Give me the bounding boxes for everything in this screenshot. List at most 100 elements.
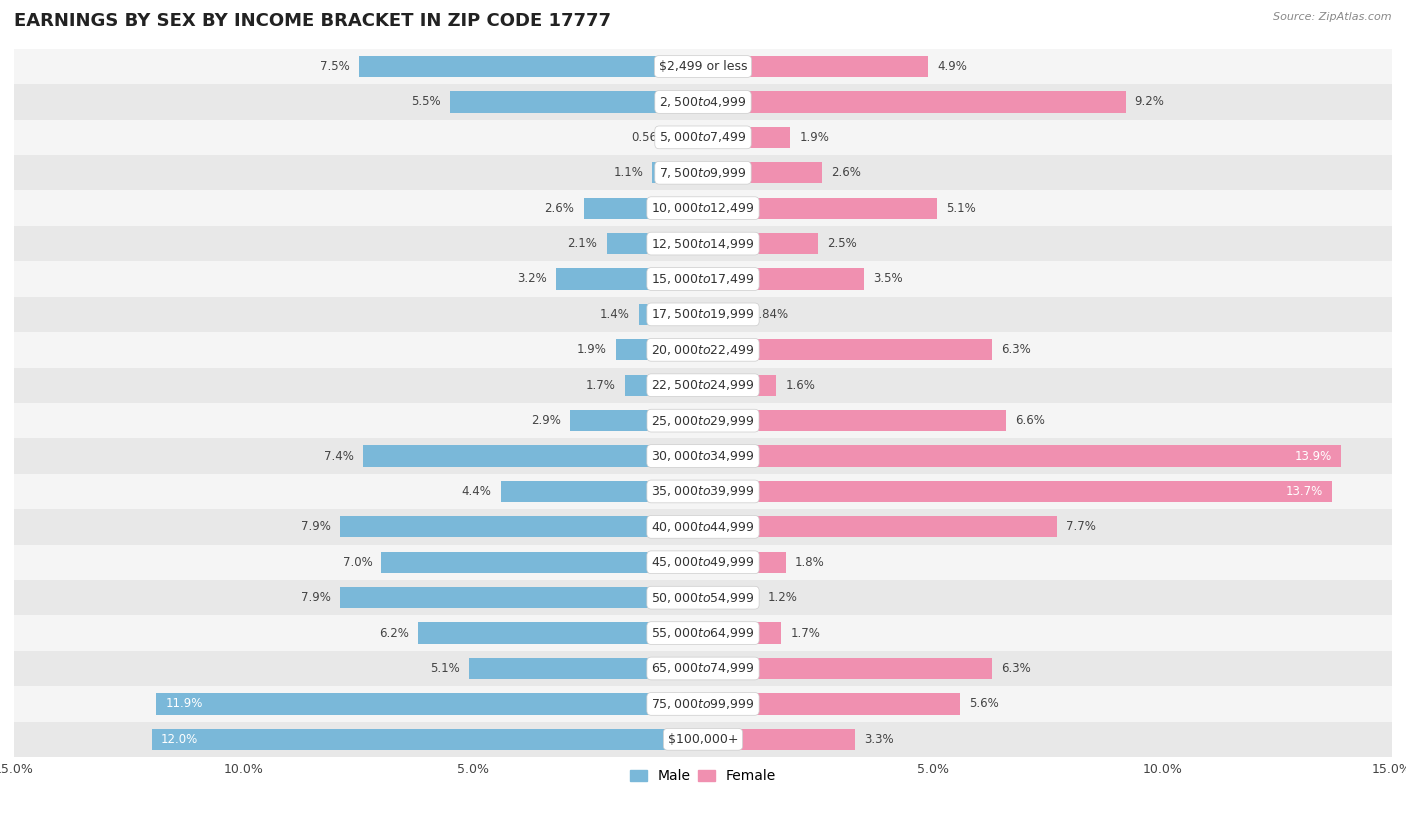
Bar — [703, 410, 1007, 431]
Text: 1.6%: 1.6% — [786, 379, 815, 392]
Text: 3.5%: 3.5% — [873, 273, 903, 286]
Bar — [14, 190, 1392, 225]
Bar — [14, 261, 1392, 296]
Text: $25,000 to $29,999: $25,000 to $29,999 — [651, 414, 755, 427]
Text: 13.7%: 13.7% — [1286, 485, 1323, 498]
Bar — [703, 552, 786, 573]
Text: $65,000 to $74,999: $65,000 to $74,999 — [651, 662, 755, 676]
Bar — [703, 198, 938, 219]
Text: 6.6%: 6.6% — [1015, 414, 1045, 427]
Text: $12,500 to $14,999: $12,500 to $14,999 — [651, 237, 755, 251]
Text: 7.7%: 7.7% — [1066, 520, 1095, 533]
Text: $30,000 to $34,999: $30,000 to $34,999 — [651, 449, 755, 463]
Bar — [652, 162, 703, 183]
Bar — [703, 623, 782, 644]
Text: $100,000+: $100,000+ — [668, 733, 738, 746]
Text: 1.8%: 1.8% — [794, 556, 824, 569]
Text: 1.9%: 1.9% — [576, 344, 606, 357]
Text: 7.5%: 7.5% — [319, 60, 349, 73]
Text: 5.1%: 5.1% — [946, 202, 976, 215]
Bar — [703, 587, 758, 608]
Bar — [606, 233, 703, 254]
Bar — [703, 729, 855, 750]
Text: 0.84%: 0.84% — [751, 308, 787, 321]
Text: 2.5%: 2.5% — [827, 237, 856, 250]
Bar — [703, 339, 993, 361]
Bar — [501, 481, 703, 502]
Text: 1.1%: 1.1% — [613, 166, 644, 179]
Bar — [703, 162, 823, 183]
Bar — [14, 686, 1392, 721]
Text: 7.4%: 7.4% — [323, 449, 354, 462]
Bar — [14, 615, 1392, 650]
Bar — [363, 445, 703, 466]
Legend: Male, Female: Male, Female — [624, 764, 782, 789]
Text: EARNINGS BY SEX BY INCOME BRACKET IN ZIP CODE 17777: EARNINGS BY SEX BY INCOME BRACKET IN ZIP… — [14, 12, 612, 30]
Bar — [14, 84, 1392, 120]
Bar — [624, 374, 703, 396]
Bar — [616, 339, 703, 361]
Text: 1.7%: 1.7% — [586, 379, 616, 392]
Text: $45,000 to $49,999: $45,000 to $49,999 — [651, 555, 755, 569]
Text: 1.4%: 1.4% — [599, 308, 630, 321]
Bar — [14, 225, 1392, 261]
Bar — [703, 233, 818, 254]
Bar — [152, 729, 703, 750]
Text: 1.7%: 1.7% — [790, 627, 820, 640]
Bar — [703, 91, 1126, 112]
Text: $2,499 or less: $2,499 or less — [659, 60, 747, 73]
Text: $35,000 to $39,999: $35,000 to $39,999 — [651, 484, 755, 498]
Text: 7.9%: 7.9% — [301, 520, 330, 533]
Bar — [555, 269, 703, 290]
Text: 5.6%: 5.6% — [969, 698, 1000, 711]
Bar — [703, 658, 993, 679]
Text: 2.9%: 2.9% — [530, 414, 561, 427]
Bar — [14, 510, 1392, 545]
Text: 2.6%: 2.6% — [831, 166, 862, 179]
Bar — [703, 304, 741, 325]
Bar — [14, 49, 1392, 84]
Text: 2.1%: 2.1% — [568, 237, 598, 250]
Text: $5,000 to $7,499: $5,000 to $7,499 — [659, 130, 747, 144]
Text: 6.2%: 6.2% — [380, 627, 409, 640]
Bar — [450, 91, 703, 112]
Text: 9.2%: 9.2% — [1135, 95, 1164, 108]
Text: 5.1%: 5.1% — [430, 662, 460, 675]
Text: 12.0%: 12.0% — [162, 733, 198, 746]
Text: 7.0%: 7.0% — [343, 556, 373, 569]
Text: 13.9%: 13.9% — [1295, 449, 1333, 462]
Bar — [381, 552, 703, 573]
Text: 7.9%: 7.9% — [301, 591, 330, 604]
Text: $7,500 to $9,999: $7,500 to $9,999 — [659, 166, 747, 180]
Text: $17,500 to $19,999: $17,500 to $19,999 — [651, 308, 755, 322]
Text: 1.9%: 1.9% — [800, 131, 830, 144]
Bar — [678, 127, 703, 148]
Text: 1.2%: 1.2% — [768, 591, 797, 604]
Bar — [703, 56, 928, 77]
Bar — [14, 580, 1392, 615]
Bar — [14, 438, 1392, 474]
Text: 4.4%: 4.4% — [461, 485, 492, 498]
Bar — [156, 694, 703, 715]
Bar — [703, 481, 1333, 502]
Bar — [468, 658, 703, 679]
Text: 11.9%: 11.9% — [166, 698, 202, 711]
Text: $50,000 to $54,999: $50,000 to $54,999 — [651, 591, 755, 605]
Text: 6.3%: 6.3% — [1001, 344, 1031, 357]
Bar — [703, 374, 776, 396]
Bar — [569, 410, 703, 431]
Text: 3.2%: 3.2% — [517, 273, 547, 286]
Bar — [14, 155, 1392, 190]
Text: 2.6%: 2.6% — [544, 202, 575, 215]
Bar — [14, 368, 1392, 403]
Text: $22,500 to $24,999: $22,500 to $24,999 — [651, 379, 755, 392]
Bar — [703, 445, 1341, 466]
Text: $10,000 to $12,499: $10,000 to $12,499 — [651, 201, 755, 215]
Text: 5.5%: 5.5% — [412, 95, 441, 108]
Text: 3.3%: 3.3% — [863, 733, 893, 746]
Bar — [359, 56, 703, 77]
Bar — [583, 198, 703, 219]
Bar — [14, 120, 1392, 155]
Text: $20,000 to $22,499: $20,000 to $22,499 — [651, 343, 755, 357]
Bar — [703, 516, 1057, 537]
